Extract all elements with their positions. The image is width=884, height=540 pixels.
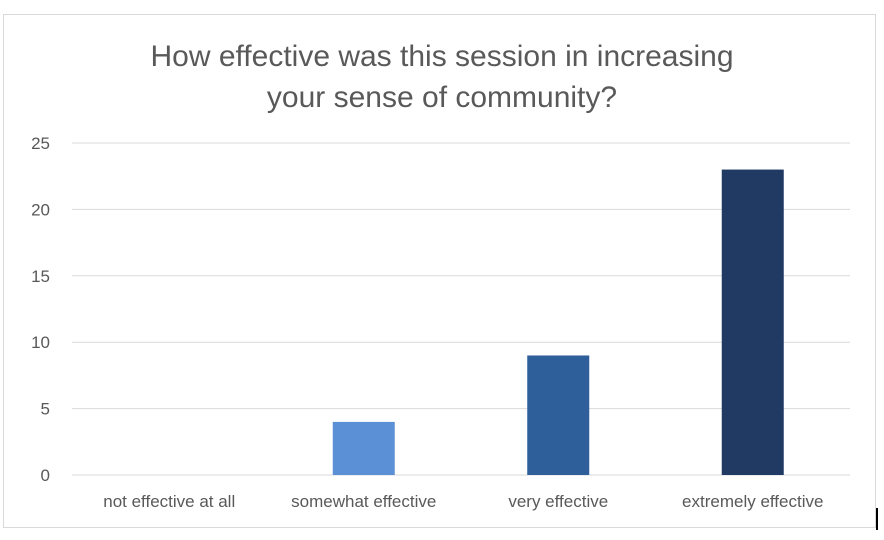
bar-2 [332,421,395,475]
bar-4 [721,169,784,475]
x-tick-label-4: extremely effective [682,492,823,511]
y-tick-label-0: 0 [41,466,50,485]
y-tick-label-15: 15 [31,267,50,286]
y-tick-label-20: 20 [31,200,50,219]
x-tick-label-3: very effective [508,492,608,511]
y-tick-label-25: 25 [31,134,50,153]
chart-title-line-2: your sense of community? [266,81,618,114]
x-axis-labels: not effective at all somewhat effective ve… [103,492,823,511]
gridlines [72,142,850,476]
chart-title: How effective was this session in increa… [0,36,884,118]
bar-3 [527,355,590,475]
y-tick-label-10: 10 [31,333,50,352]
chart-title-line-1: How effective was this session in increa… [150,40,734,73]
bars [332,169,784,475]
x-tick-label-2: somewhat effective [291,492,436,511]
text-cursor [876,508,878,530]
y-axis-ticks: 0 5 10 15 20 25 [31,134,50,485]
x-tick-label-1: not effective at all [103,492,235,511]
y-tick-label-5: 5 [41,400,50,419]
